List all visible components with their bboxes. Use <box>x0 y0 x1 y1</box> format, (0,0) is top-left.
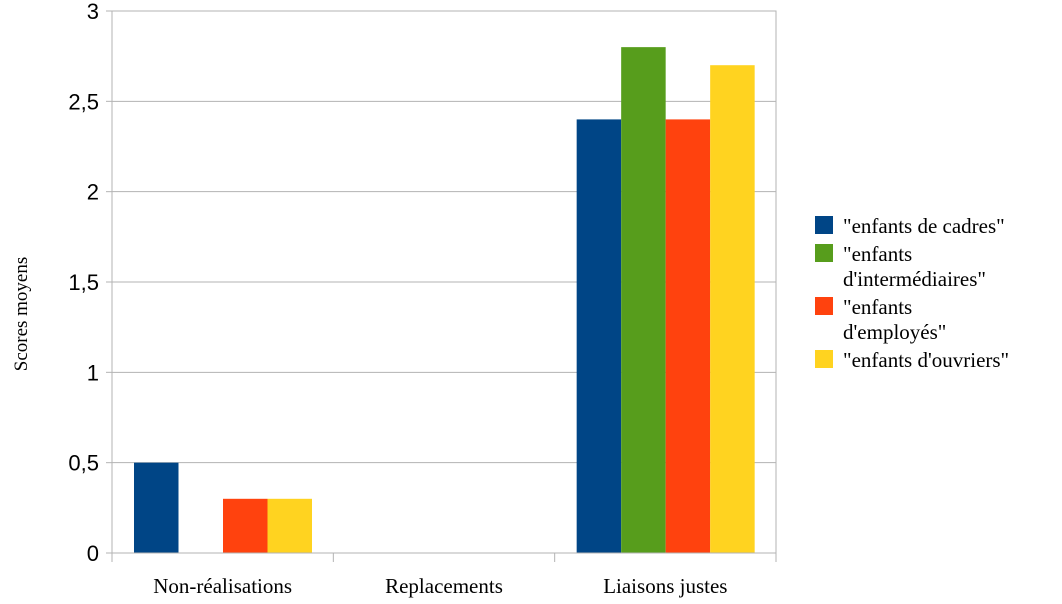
legend-label: d'employés" <box>843 320 946 344</box>
x-category-label: Non-réalisations <box>153 574 292 598</box>
legend-label: d'intermédiaires" <box>843 267 986 291</box>
axes <box>106 10 777 562</box>
legend-label: "enfants de cadres" <box>843 214 1005 238</box>
bar <box>621 47 666 554</box>
y-tick-labels: 0 0,5 1 1,5 2 2,5 3 <box>68 0 99 566</box>
bar <box>223 498 268 553</box>
legend-label: "enfants <box>843 242 912 266</box>
legend-swatch <box>815 350 833 368</box>
x-category-labels: Non-réalisations Replacements Liaisons jus… <box>153 574 727 598</box>
y-tick-label: 0,5 <box>68 451 99 476</box>
y-tick-label: 0 <box>87 541 99 566</box>
y-tick-label: 2 <box>87 180 99 205</box>
bar <box>267 498 312 553</box>
y-tick-label: 2,5 <box>68 89 99 114</box>
legend-swatch <box>815 297 833 315</box>
bar <box>710 65 755 553</box>
legend-label: "enfants d'ouvriers" <box>843 348 1009 372</box>
legend-swatch <box>815 244 833 262</box>
y-axis-title: Scores moyens <box>11 257 32 372</box>
bar <box>576 119 622 554</box>
bars <box>134 47 755 554</box>
legend-label: "enfants <box>843 295 912 319</box>
x-category-label: Liaisons justes <box>603 574 727 598</box>
y-tick-label: 3 <box>87 0 99 24</box>
bar <box>665 119 711 554</box>
legend-swatch <box>815 216 833 234</box>
y-tick-label: 1,5 <box>68 270 99 295</box>
x-category-label: Replacements <box>385 574 503 598</box>
y-tick-label: 1 <box>87 360 99 385</box>
legend: "enfants de cadres""enfantsd'intermédiai… <box>815 214 1009 372</box>
bar <box>134 462 179 553</box>
